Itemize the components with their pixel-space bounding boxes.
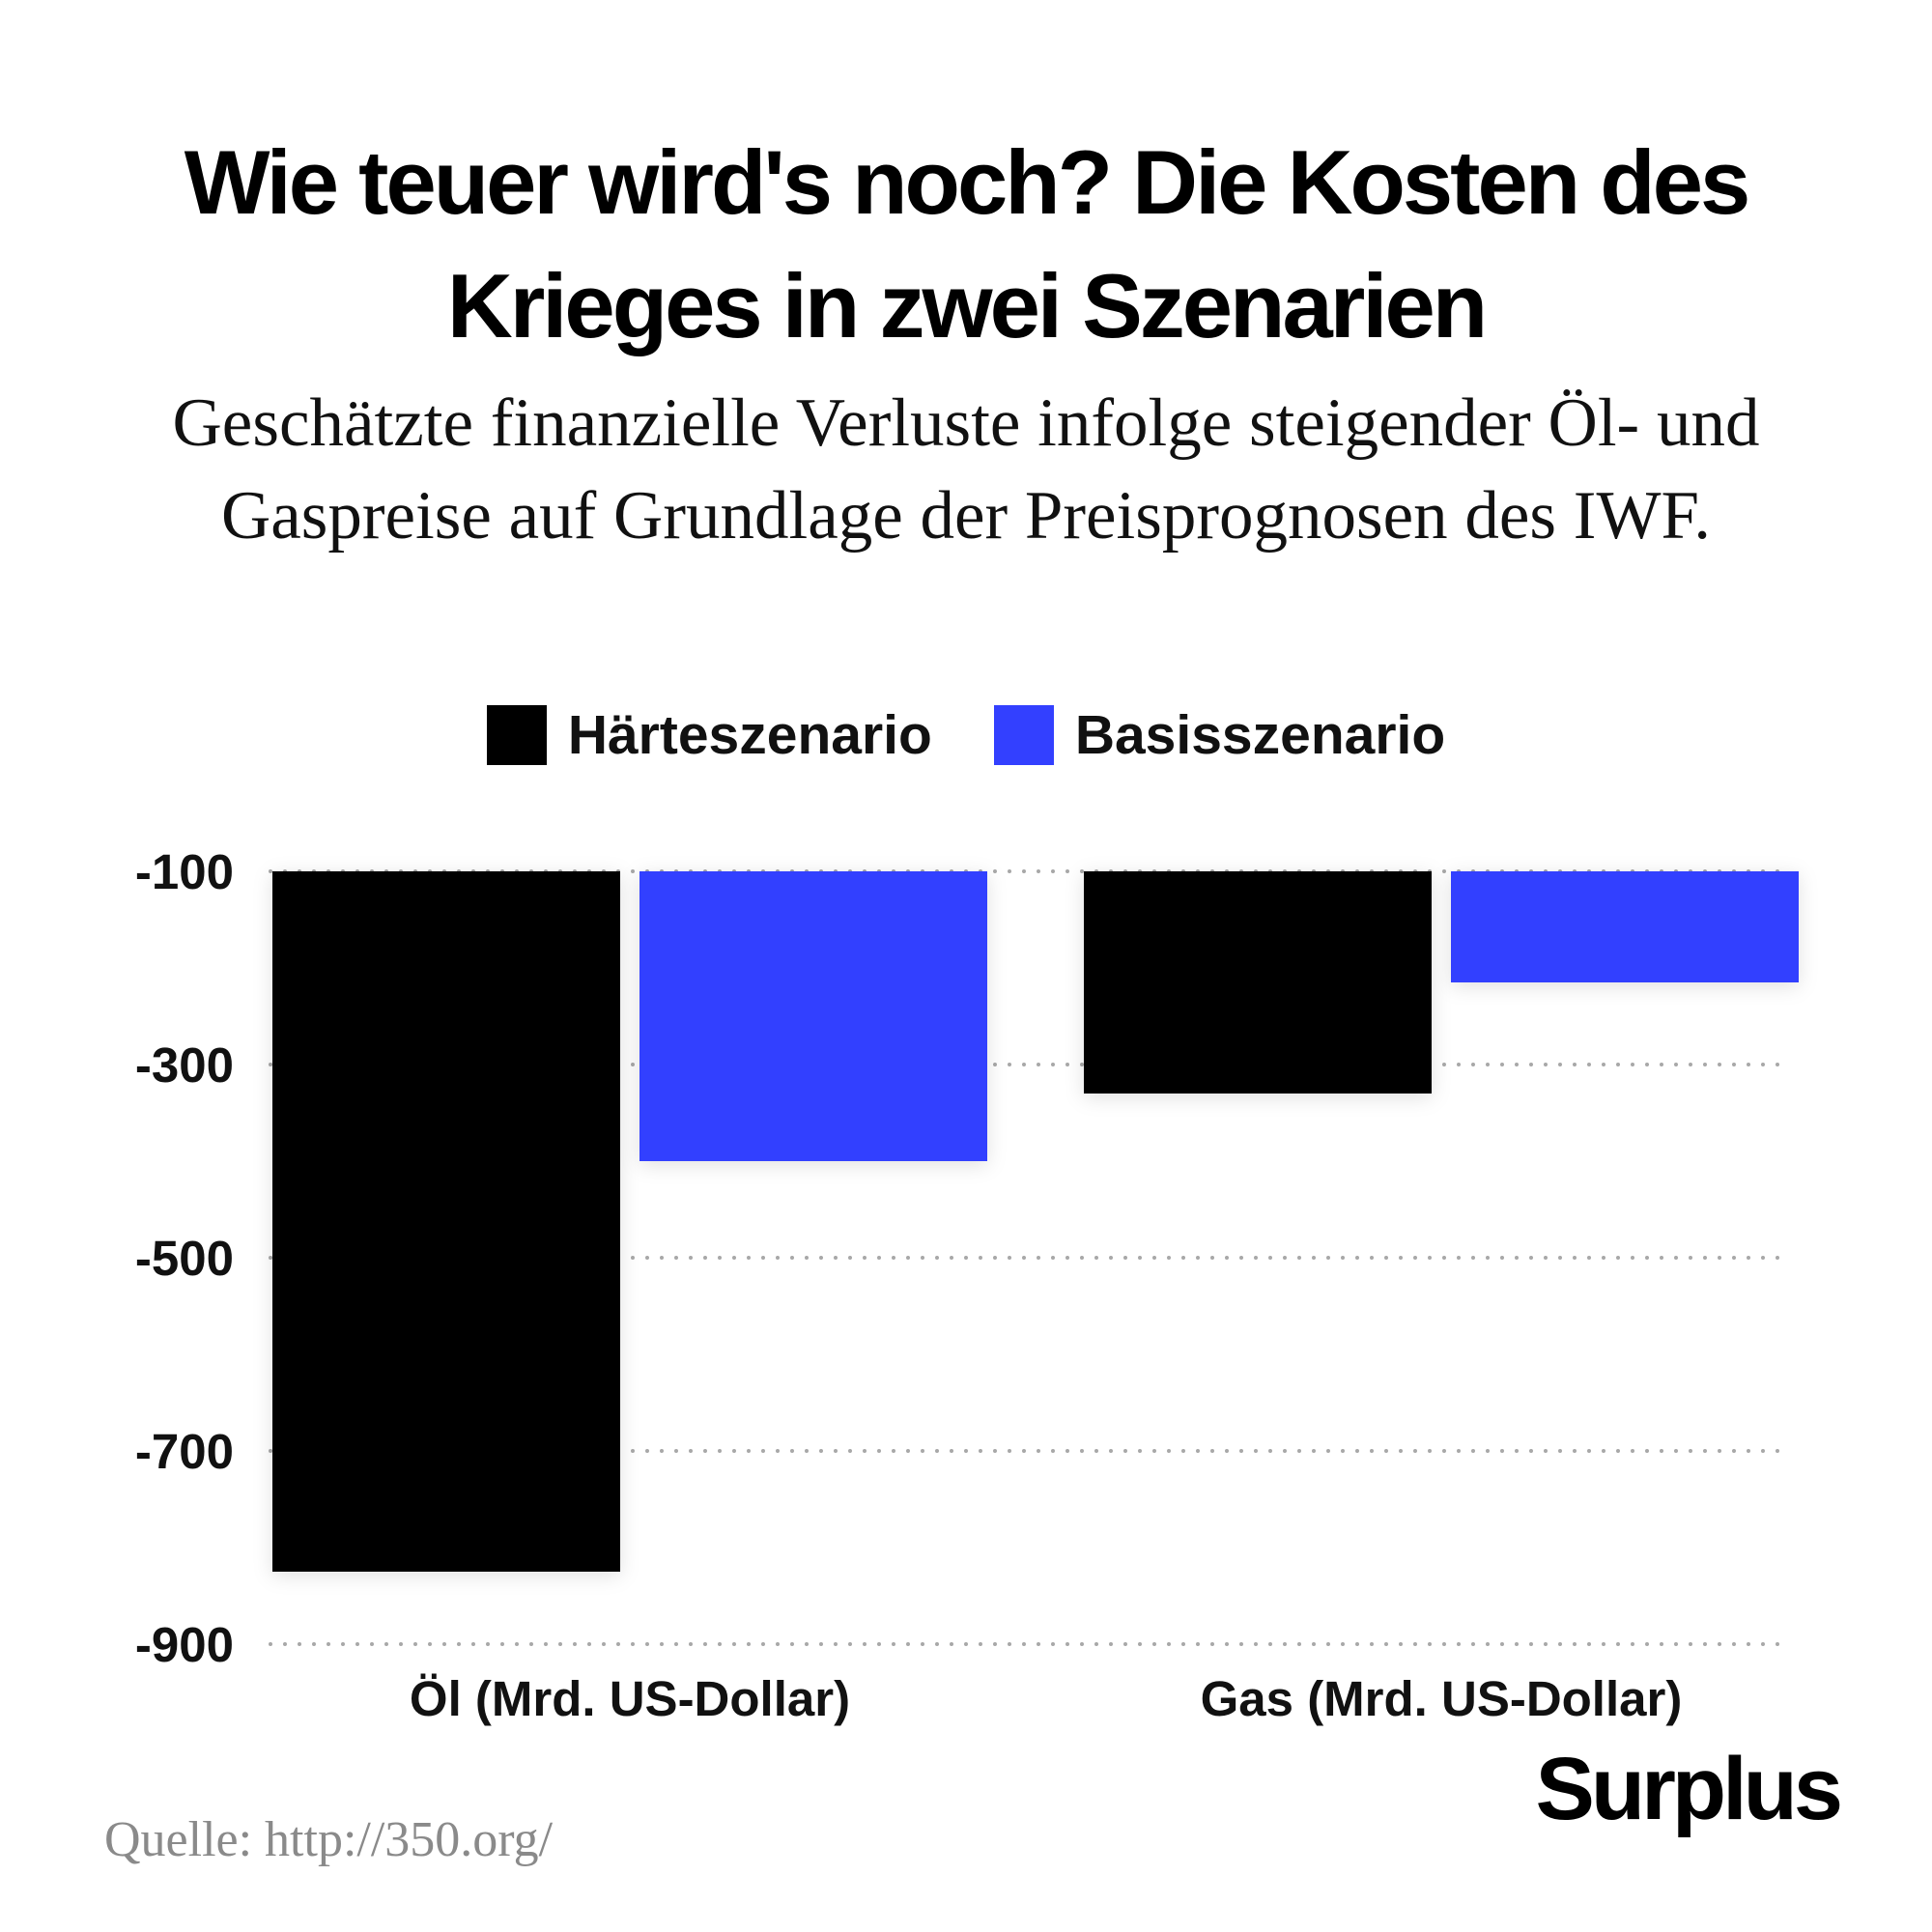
y-tick-label: -900 (135, 1617, 234, 1672)
bars (272, 871, 1799, 1572)
y-axis-ticks: -100 -300 -500 -700 -900 (135, 844, 234, 1672)
legend-swatch-haerteszenario (486, 705, 547, 765)
legend-swatch-basisszenario (993, 705, 1054, 765)
legend-item-haerteszenario: Härteszenario (486, 703, 932, 767)
x-axis-labels: Öl (Mrd. US-Dollar) Gas (Mrd. US-Dollar) (410, 1671, 1682, 1726)
chart-subtitle: Geschätzte finanzielle Verluste infolge … (172, 385, 1760, 554)
bar-basisszenario-gas (1451, 871, 1799, 982)
y-tick-label: -300 (135, 1037, 234, 1093)
y-tick-label: -700 (135, 1424, 234, 1479)
x-category-label: Gas (Mrd. US-Dollar) (1201, 1671, 1683, 1726)
y-tick-label: -100 (135, 844, 234, 899)
legend-item-basisszenario: Basisszenario (993, 703, 1446, 767)
bar-basisszenario-oel (639, 871, 987, 1161)
y-tick-label: -500 (135, 1231, 234, 1286)
legend-label-haerteszenario: Härteszenario (567, 704, 932, 766)
x-category-label: Öl (Mrd. US-Dollar) (410, 1671, 850, 1726)
legend: Härteszenario Basisszenario (0, 701, 1932, 769)
bar-haerteszenario-gas (1084, 871, 1432, 1094)
chart-title: Wie teuer wird's noch? Die Kosten des Kr… (184, 131, 1751, 356)
bar-haerteszenario-oel (272, 871, 620, 1572)
source-note: Quelle: http://350.org/ (104, 1812, 554, 1867)
brand-logo: Surplus (1535, 1740, 1843, 1838)
legend-label-basisszenario: Basisszenario (1074, 704, 1446, 766)
